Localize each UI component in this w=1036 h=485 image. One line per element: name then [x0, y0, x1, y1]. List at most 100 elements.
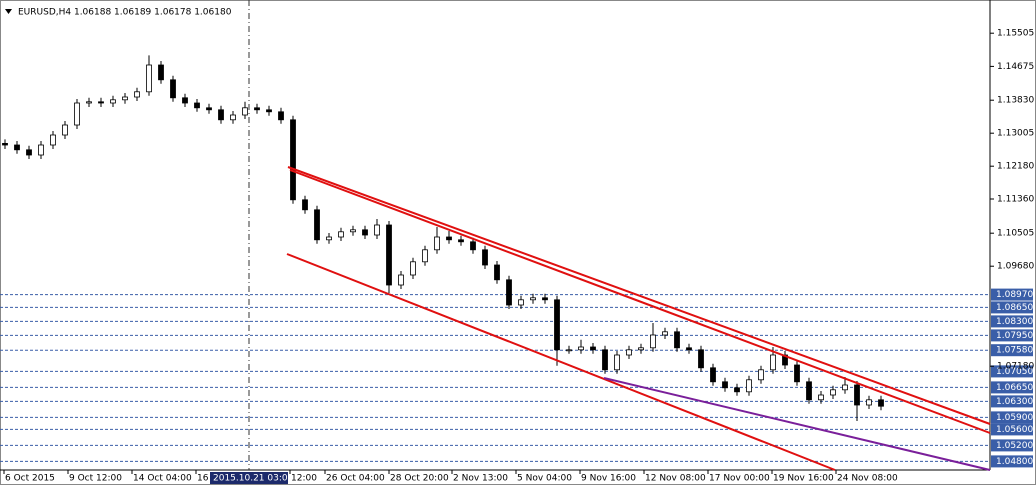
candle-body — [686, 347, 692, 351]
candle-body — [794, 364, 800, 383]
candle-body — [242, 107, 248, 116]
crosshair-time: 2015.10.21 03:00 — [213, 474, 294, 484]
candle-body — [806, 381, 812, 401]
candle-body — [182, 97, 188, 104]
candle-body — [878, 399, 884, 407]
candle-body — [122, 96, 128, 101]
x-tick-label: 2 Nov 13:00 — [453, 474, 508, 484]
x-tick-label: 16 — [197, 474, 209, 484]
candle-body — [638, 347, 644, 351]
candle-body — [266, 109, 272, 113]
candle-body — [446, 236, 452, 241]
level-label: 1.08970 — [996, 290, 1033, 300]
chart-title: EURUSD,H4 1.06188 1.06189 1.06178 1.0618… — [18, 8, 232, 18]
x-tick-label: 26 Oct 04:00 — [326, 474, 385, 484]
level-label-box — [991, 455, 1033, 468]
candle-body — [206, 107, 212, 111]
level-label-box — [991, 365, 1033, 378]
candle-body — [770, 354, 776, 371]
candle-body — [218, 109, 224, 121]
candle-body — [542, 297, 548, 301]
trend-line — [289, 169, 991, 434]
candle-body — [398, 274, 404, 286]
candle-body — [554, 299, 560, 351]
y-tick-label: 1.15505 — [997, 29, 1034, 39]
candle-body — [350, 229, 356, 233]
candle-body — [62, 124, 68, 136]
candle-body — [134, 91, 140, 98]
candle-body — [710, 367, 716, 383]
level-label-box — [991, 329, 1033, 342]
candle-body — [278, 111, 284, 121]
level-label-box — [991, 381, 1033, 394]
candle-body — [650, 334, 656, 349]
candle-body — [518, 299, 524, 306]
candle-body — [74, 102, 80, 126]
candle-body — [566, 349, 572, 352]
candle-body — [254, 107, 260, 111]
y-tick-label: 1.11360 — [997, 195, 1034, 205]
candle-body — [818, 394, 824, 401]
level-label-box — [991, 344, 1033, 357]
level-label-box — [991, 439, 1033, 452]
candle-body — [674, 331, 680, 349]
level-label: 1.05200 — [996, 441, 1033, 451]
level-label: 1.08300 — [996, 317, 1033, 327]
level-label: 1.07580 — [996, 346, 1033, 356]
y-tick-label: 1.07180 — [997, 362, 1034, 372]
level-label: 1.04800 — [996, 457, 1033, 467]
level-label-box — [991, 411, 1033, 424]
level-label: 1.07050 — [996, 367, 1033, 377]
candle-body — [506, 279, 512, 306]
candle-body — [746, 379, 752, 393]
x-tick-label: 14 Oct 04:00 — [133, 474, 192, 484]
candle-body — [626, 349, 632, 356]
x-tick-label: 9 Oct 12:00 — [69, 474, 122, 484]
y-tick-label: 1.09680 — [997, 262, 1034, 272]
level-label-box — [991, 288, 1033, 301]
x-tick-label: 12 Nov 08:00 — [645, 474, 706, 484]
candle-body — [158, 64, 164, 81]
x-tick-label: 19 Nov 16:00 — [773, 474, 834, 484]
level-label-box — [991, 423, 1033, 436]
candle-body — [110, 99, 116, 104]
x-tick-label: 24 Nov 08:00 — [837, 474, 898, 484]
menu-triangle[interactable] — [5, 9, 12, 14]
candle-body — [842, 384, 848, 391]
candles — [2, 55, 884, 421]
candle-body — [86, 101, 92, 104]
candle-body — [734, 387, 740, 393]
candle-body — [170, 79, 176, 99]
candle-body — [410, 261, 416, 276]
level-label: 1.06650 — [996, 383, 1033, 393]
candle-body — [326, 236, 332, 241]
candle-body — [362, 229, 368, 236]
level-label-box — [991, 301, 1033, 314]
candle-body — [98, 101, 104, 104]
candle-body — [422, 249, 428, 263]
candle-body — [722, 381, 728, 389]
y-tick-label: 1.13005 — [997, 129, 1034, 139]
x-tick-label: 5 Nov 04:00 — [517, 474, 572, 484]
candle-body — [434, 236, 440, 251]
candle-body — [230, 114, 236, 121]
candle-body — [374, 224, 380, 236]
candle-body — [830, 389, 836, 396]
level-label-box — [991, 395, 1033, 408]
trend-line — [603, 377, 991, 471]
trend-line — [287, 166, 991, 425]
candle-body — [14, 144, 20, 151]
candle-body — [338, 231, 344, 238]
candle-body — [854, 384, 860, 406]
x-tick-label: 12:00 — [291, 474, 317, 484]
candle-body — [758, 369, 764, 381]
x-tick-label: 6 Oct 2015 — [5, 474, 55, 484]
candle-body — [26, 149, 32, 156]
y-tick-label: 1.12180 — [997, 162, 1034, 172]
level-label-box — [991, 315, 1033, 328]
candle-body — [866, 399, 872, 406]
candle-body — [578, 346, 584, 351]
y-tick-label: 1.13830 — [997, 96, 1034, 106]
